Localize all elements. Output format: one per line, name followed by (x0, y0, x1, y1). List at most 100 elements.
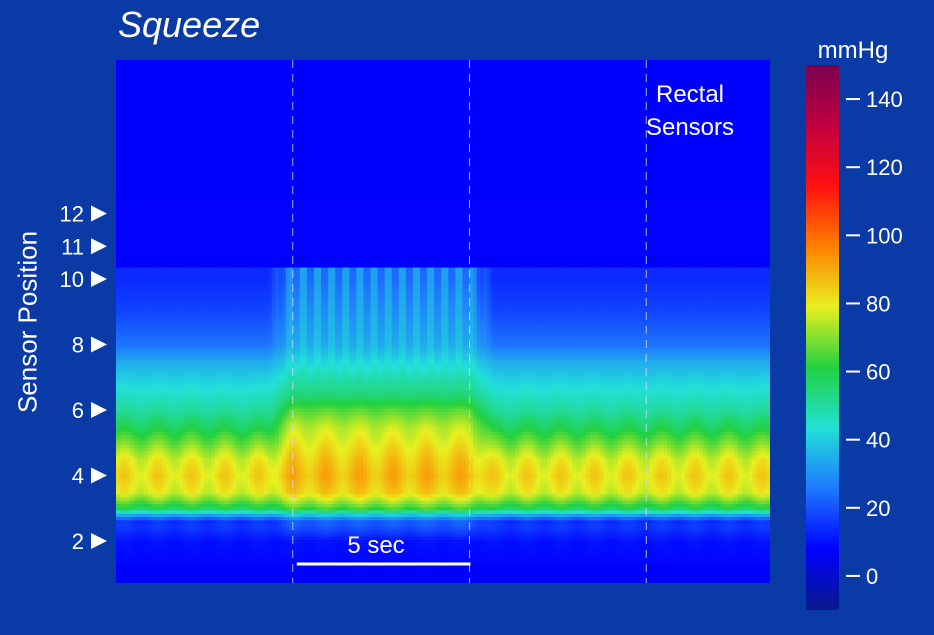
heatmap-cell (154, 398, 160, 403)
heatmap-cell (186, 516, 191, 521)
heatmap-cell (140, 378, 145, 383)
heatmap-cell (137, 267, 142, 272)
heatmap-cell (147, 398, 152, 403)
heatmap-cell (204, 555, 209, 560)
heatmap-cell (119, 346, 124, 351)
heatmap-cell (154, 477, 160, 482)
heatmap-cell (140, 365, 145, 370)
heatmap-cell (211, 552, 216, 557)
heatmap-cell (165, 359, 170, 364)
heatmap-cell (169, 297, 174, 301)
heatmap-cell (207, 362, 213, 367)
heatmap-cell (197, 424, 202, 429)
heatmap-cell (151, 408, 156, 413)
heatmap-cell (165, 555, 170, 560)
heatmap-cell (169, 431, 174, 436)
heatmap-cell (193, 503, 198, 508)
heatmap-cell (154, 336, 160, 341)
heatmap-cell (137, 316, 142, 321)
heatmap-cell (186, 398, 191, 403)
heatmap-cell (183, 464, 188, 468)
heatmap-cell (200, 274, 205, 278)
heatmap-cell (172, 300, 177, 305)
heatmap-cell (144, 549, 149, 554)
heatmap-cell (147, 536, 152, 540)
heatmap-cell (200, 532, 205, 537)
heatmap-cell (172, 431, 177, 436)
heatmap-cell (172, 434, 177, 439)
heatmap-cell (197, 526, 202, 531)
heatmap-cell (151, 395, 156, 400)
heatmap-cell (190, 398, 195, 403)
heatmap-cell (130, 477, 135, 482)
heatmap-cell (176, 300, 181, 305)
heatmap-cell (154, 447, 160, 452)
heatmap-cell (193, 460, 198, 465)
heatmap-cell (165, 444, 170, 449)
heatmap-cell (186, 509, 191, 514)
heatmap-cell (137, 431, 142, 436)
heatmap-cell (193, 414, 198, 419)
heatmap-cell (161, 319, 167, 324)
heatmap-cell (147, 306, 152, 311)
heatmap-cell (186, 526, 191, 531)
heatmap-cell (172, 464, 177, 468)
heatmap-cell (172, 385, 177, 390)
heatmap-cell (193, 434, 198, 439)
heatmap-cell (133, 434, 138, 439)
heatmap-cell (179, 274, 184, 278)
heatmap-cell (179, 342, 184, 347)
heatmap-cell (172, 477, 177, 482)
heatmap-cell (190, 526, 195, 531)
heatmap-cell (193, 352, 198, 357)
heatmap-cell (183, 408, 188, 413)
heatmap-cell (200, 336, 205, 341)
heatmap-cell (172, 391, 177, 396)
heatmap-cell (176, 496, 181, 501)
heatmap-cell (200, 418, 205, 423)
heatmap-cell (137, 506, 142, 511)
heatmap-cell (176, 283, 181, 288)
heatmap-cell (126, 414, 131, 419)
heatmap-cell (116, 460, 121, 465)
heatmap-cell (126, 516, 131, 521)
heatmap-cell (165, 310, 170, 314)
heatmap-cell (140, 437, 145, 442)
heatmap-cell (130, 339, 135, 344)
heatmap-cell (165, 333, 170, 337)
heatmap-cell (151, 270, 156, 275)
heatmap-cell (123, 349, 128, 354)
heatmap-cell (123, 401, 128, 406)
heatmap-cell (154, 287, 160, 292)
heatmap-cell (186, 369, 191, 373)
heatmap-cell (161, 467, 167, 472)
heatmap-cell (154, 411, 160, 416)
heatmap-cell (165, 290, 170, 295)
heatmap-cell (207, 310, 213, 314)
heatmap-cell (144, 552, 149, 557)
heatmap-cell (116, 431, 121, 436)
heatmap-cell (211, 516, 216, 521)
heatmap-cell (179, 290, 184, 295)
heatmap-cell (190, 411, 195, 416)
heatmap-cell (169, 274, 174, 278)
heatmap-cell (193, 395, 198, 400)
heatmap-cell (133, 549, 138, 554)
heatmap-cell (197, 388, 202, 393)
heatmap-cell (137, 290, 142, 295)
heatmap-cell (204, 408, 209, 413)
heatmap-cell (176, 431, 181, 436)
heatmap-cell (137, 532, 142, 537)
heatmap-cell (116, 297, 121, 301)
heatmap-cell (186, 297, 191, 301)
heatmap-cell (165, 467, 170, 472)
heatmap-cell (158, 395, 163, 400)
heatmap-cell (183, 329, 188, 334)
heatmap-cell (119, 293, 124, 298)
heatmap-cell (137, 300, 142, 305)
heatmap-cell (137, 460, 142, 465)
heatmap-cell (154, 385, 160, 390)
heatmap-cell (140, 424, 145, 429)
heatmap-cell (137, 326, 142, 331)
heatmap-cell (119, 378, 124, 383)
